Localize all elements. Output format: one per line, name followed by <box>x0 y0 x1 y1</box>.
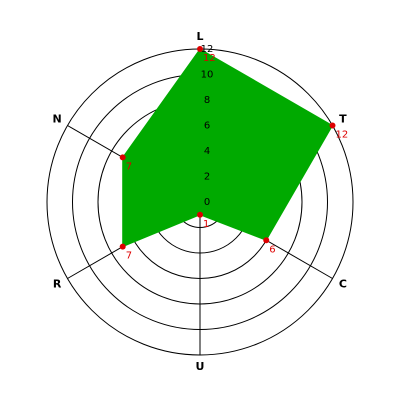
data-point <box>263 237 270 244</box>
axis-label: T <box>339 113 347 126</box>
axis-label: C <box>339 278 347 291</box>
value-label: 7 <box>126 161 132 172</box>
data-point <box>119 243 126 250</box>
value-label: 12 <box>336 130 349 141</box>
data-point <box>119 154 126 161</box>
r-tick-label: 6 <box>204 121 210 132</box>
r-tick-label: 8 <box>204 95 210 106</box>
data-point <box>197 46 203 52</box>
r-tick-label: 10 <box>201 70 214 81</box>
value-label: 7 <box>126 251 132 262</box>
r-tick-label: 4 <box>204 146 210 157</box>
data-point <box>197 211 203 218</box>
value-label: 1 <box>203 219 209 230</box>
axis-label: R <box>53 278 62 291</box>
value-label: 6 <box>269 244 275 255</box>
r-tick-label: 0 <box>204 197 210 208</box>
data-point <box>329 122 336 129</box>
axis-label: N <box>52 113 61 126</box>
value-label: 12 <box>203 53 216 64</box>
r-tick-label: 12 <box>201 44 214 55</box>
axis-label: U <box>196 360 205 373</box>
axis-label: L <box>196 30 203 43</box>
r-tick-label: 2 <box>204 172 210 183</box>
